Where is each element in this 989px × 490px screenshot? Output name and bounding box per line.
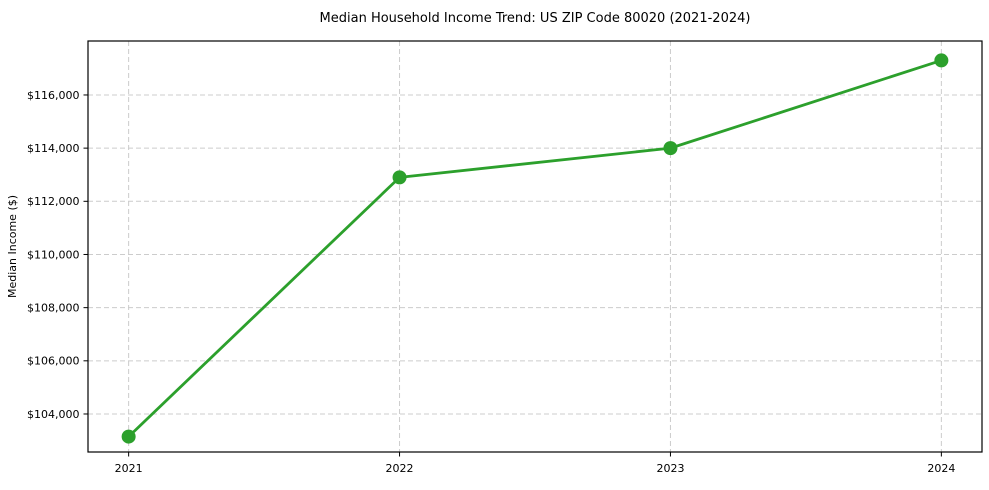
y-tick-label: $108,000 [27,301,80,314]
y-tick-label: $112,000 [27,195,80,208]
x-tick-label: 2021 [115,462,143,475]
data-point-2021 [121,429,136,444]
data-point-2023 [663,141,678,156]
data-point-2024 [934,53,949,68]
data-series [121,53,949,444]
chart-title: Median Household Income Trend: US ZIP Co… [320,11,751,26]
gridlines [88,41,982,452]
axis-tick-labels: $104,000 $106,000 $108,000 $110,000 $112,000… [27,89,955,475]
y-tick-label: $114,000 [27,142,80,155]
y-tick-label: $116,000 [27,89,80,102]
x-tick-label: 2023 [656,462,684,475]
y-tick-label: $104,000 [27,408,80,421]
data-point-2022 [392,170,407,185]
x-tick-label: 2024 [927,462,955,475]
y-axis-label: Median Income ($) [6,195,19,298]
plot-area-border [87,40,983,453]
trend-line [127,59,943,438]
axis-ticks [83,94,942,457]
x-tick-label: 2022 [386,462,414,475]
y-tick-label: $106,000 [27,355,80,368]
y-tick-label: $110,000 [27,248,80,261]
